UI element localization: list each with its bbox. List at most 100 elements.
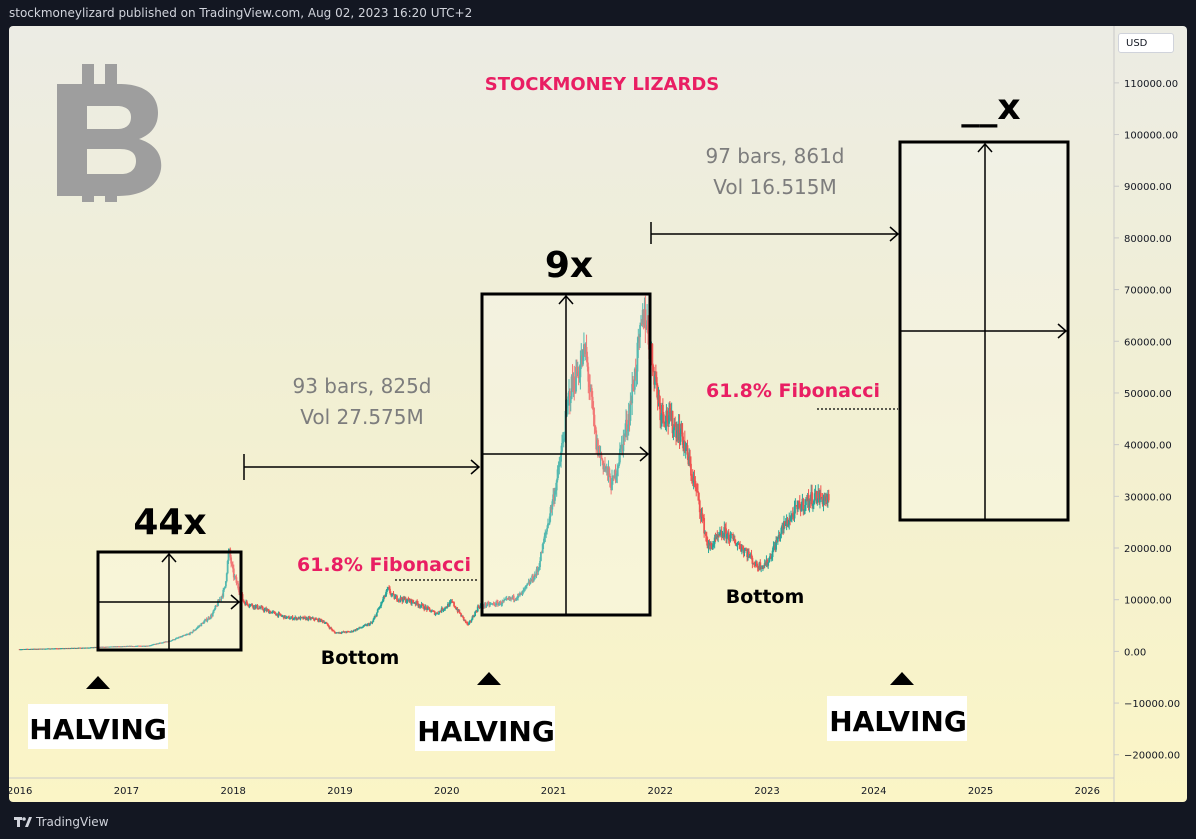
y-tick-label: −10000.00	[1124, 699, 1180, 710]
candle-body	[735, 545, 738, 547]
footer-bar: TradingView	[0, 804, 1196, 839]
candle-body	[539, 560, 541, 568]
price-chart[interactable]: STOCKMONEY LIZARDS 44x 9x __x 93 bars,	[9, 26, 1187, 802]
candle-body	[804, 505, 806, 510]
candle-body	[558, 466, 561, 468]
candle-body	[658, 395, 661, 404]
candle-body	[753, 563, 756, 565]
candle-body	[406, 598, 409, 602]
candle-body	[189, 632, 191, 635]
candle-body	[200, 623, 203, 627]
candle-body	[332, 630, 335, 632]
candle-body	[698, 500, 701, 513]
candle-body	[813, 493, 816, 501]
candle-body	[396, 595, 398, 601]
candle-body	[375, 612, 378, 617]
candle-body	[464, 619, 467, 622]
y-tick-label: 30000.00	[1124, 492, 1172, 503]
candle-body	[690, 475, 693, 477]
candle-body	[549, 506, 552, 517]
candle-body	[611, 478, 613, 491]
candle-body	[299, 616, 302, 620]
candle-body	[321, 620, 324, 623]
candle-body	[762, 565, 765, 567]
candle-body	[222, 589, 225, 597]
candle-body	[535, 569, 538, 576]
candle-body	[454, 606, 456, 608]
candle-body	[543, 536, 546, 543]
candle-body	[798, 502, 801, 508]
candle-body	[681, 423, 684, 437]
candle-body	[568, 391, 571, 404]
candle-body	[525, 584, 528, 586]
y-tick-label: 40000.00	[1124, 441, 1172, 452]
published-header: stockmoneylizard published on TradingVie…	[9, 6, 473, 20]
candle-body	[755, 561, 758, 567]
candle-body	[284, 615, 287, 619]
candle-body	[372, 619, 375, 622]
candle-body	[214, 606, 217, 610]
candle-body	[430, 611, 433, 613]
candle-body	[808, 499, 811, 507]
candle-body	[592, 408, 595, 415]
candle-body	[388, 587, 391, 589]
candle-body	[726, 533, 728, 539]
candle-body	[750, 554, 753, 558]
candle-body	[551, 501, 554, 510]
candle-body	[720, 531, 723, 537]
candle-body	[241, 594, 244, 600]
chart-frame[interactable]: STOCKMONEY LIZARDS 44x 9x __x 93 bars,	[9, 26, 1187, 802]
candle-body	[684, 448, 687, 451]
candle-body	[812, 503, 814, 506]
x-tick-label: 2024	[861, 786, 886, 797]
candle-body	[503, 599, 505, 602]
candle-body	[594, 425, 597, 431]
tradingview-logo-icon	[14, 816, 32, 827]
candle-body	[429, 609, 432, 612]
candle-body	[732, 534, 734, 540]
candle-body	[444, 606, 447, 610]
candle-body	[234, 576, 237, 578]
candle-body	[438, 611, 441, 614]
candle-body	[469, 620, 472, 622]
candle-body	[791, 513, 794, 515]
candle-body	[476, 606, 479, 612]
candle-body	[556, 469, 559, 481]
candle-body	[194, 629, 197, 631]
candle-body	[537, 568, 540, 572]
candle-body	[578, 377, 581, 379]
x-axis-ticks: 2016 2017 2018 2019 2020 2021 2022 2023 2024 2025…	[9, 786, 1100, 797]
candle-body	[257, 608, 260, 610]
candle-body	[651, 343, 654, 366]
candle-body	[339, 632, 341, 634]
candle-body	[211, 612, 214, 617]
candle-body	[745, 549, 748, 551]
x-tick-label: 2016	[9, 786, 32, 797]
candle-body	[243, 601, 246, 604]
candle-body	[707, 544, 710, 549]
candle-body	[392, 593, 395, 595]
candle-body	[635, 371, 638, 377]
candle-body	[718, 535, 720, 537]
candle-body	[396, 600, 399, 602]
candle-body	[504, 599, 506, 601]
candle-body	[330, 627, 333, 630]
currency-button[interactable]: USD	[1118, 33, 1174, 53]
candle-body	[516, 597, 519, 599]
candle-body	[256, 604, 259, 609]
candle-body	[656, 385, 659, 400]
candle-body	[668, 408, 670, 424]
candle-body	[697, 491, 699, 493]
candle-body	[544, 534, 547, 537]
candle-body	[660, 415, 663, 421]
candle-body	[495, 601, 498, 606]
halving-marker-3	[890, 672, 914, 685]
candle-body	[443, 609, 446, 611]
candle-body	[629, 400, 632, 421]
candle-body	[559, 461, 562, 467]
candle-body	[442, 609, 445, 611]
candle-body	[474, 611, 477, 617]
candle-body	[655, 377, 658, 386]
candle-body	[219, 599, 222, 601]
candle-body	[783, 521, 786, 527]
